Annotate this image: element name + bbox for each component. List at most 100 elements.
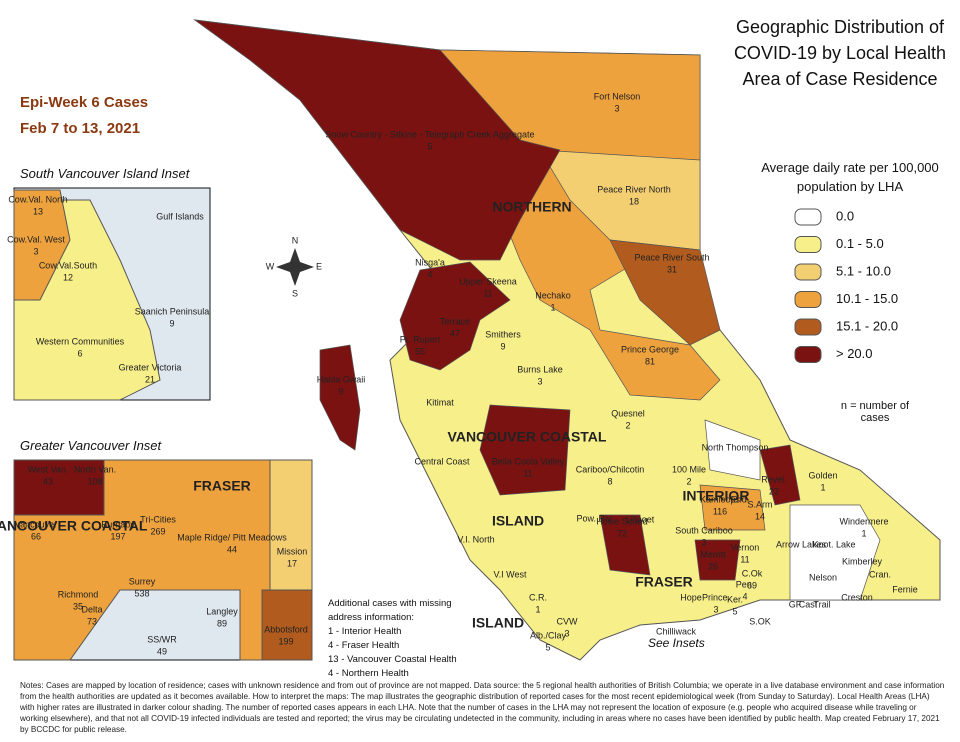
additional-line: 4 - Fraser Health bbox=[328, 640, 400, 651]
place-name: Pr. Rupert bbox=[400, 334, 441, 344]
place-name: Surrey bbox=[129, 576, 156, 586]
case-count: 5 bbox=[545, 642, 550, 652]
place-name: Ker. bbox=[727, 594, 743, 604]
additional-title: Additional cases with missing address in… bbox=[328, 598, 452, 623]
case-count: 18 bbox=[629, 196, 639, 206]
case-count: 197 bbox=[110, 531, 125, 541]
health-authority-label: FRASER bbox=[635, 574, 693, 590]
case-count: 11 bbox=[523, 468, 532, 478]
additional-line: 1 - Interior Health bbox=[328, 626, 402, 637]
subtitle: Epi-Week 6 Cases Feb 7 to 13, 2021 bbox=[20, 90, 148, 142]
inset-land bbox=[261, 589, 313, 661]
place-name: C.Ok bbox=[742, 568, 763, 578]
health-authority-label: VANCOUVER COASTAL bbox=[448, 429, 607, 445]
place-name: Greater Victoria bbox=[119, 362, 182, 372]
legend-label: 0.1 - 5.0 bbox=[836, 236, 884, 251]
title: Geographic Distribution of COVID-19 by L… bbox=[733, 17, 947, 89]
legend-swatch bbox=[794, 318, 822, 336]
health-authority-label: NORTHERN bbox=[492, 199, 571, 215]
place-name: Upper Skeena bbox=[459, 276, 517, 286]
region bbox=[694, 539, 741, 581]
place-name: V.I. North bbox=[457, 534, 494, 544]
case-count: 2 bbox=[686, 476, 691, 486]
region bbox=[759, 444, 801, 506]
compass-letter: S bbox=[292, 288, 298, 298]
case-count: 35 bbox=[73, 601, 83, 611]
case-count: 1 bbox=[535, 604, 540, 614]
region bbox=[789, 504, 881, 601]
notes: Notes: Cases are mapped by location of r… bbox=[20, 681, 945, 734]
legend-label: 0.0 bbox=[836, 208, 854, 223]
place-name: Alb./Clay bbox=[530, 630, 567, 640]
case-count: 14 bbox=[755, 511, 765, 521]
place-name: Kitimat bbox=[426, 397, 454, 407]
health-authority-label: VANCOUVER COASTAL bbox=[0, 518, 148, 534]
region bbox=[699, 484, 766, 531]
place-name: Vernon bbox=[731, 542, 760, 552]
place-name: Richmond bbox=[58, 589, 99, 599]
case-count: 116 bbox=[713, 506, 727, 516]
place-name: North Van. bbox=[74, 464, 116, 474]
legend-title: Average daily rate per 100,000 populatio… bbox=[761, 160, 939, 194]
additional-line: 4 - Northern Health bbox=[328, 668, 409, 679]
region bbox=[479, 404, 571, 496]
place-name: 100 Mile bbox=[672, 464, 706, 474]
case-count: 2 bbox=[625, 420, 630, 430]
case-count: 11 bbox=[740, 554, 749, 564]
place-name: Abbotsford bbox=[264, 624, 308, 634]
place-name: Snow Country - Stikine - Telegraph Creek… bbox=[326, 129, 535, 139]
additional-line: 13 - Vancouver Coastal Health bbox=[328, 654, 457, 665]
case-count: 9 bbox=[169, 318, 174, 328]
place-name: End. bbox=[731, 494, 750, 504]
legend-label: 10.1 - 15.0 bbox=[836, 291, 898, 306]
case-count: 5 bbox=[732, 606, 737, 616]
place-name: Koot. Lake bbox=[812, 539, 855, 549]
case-count: 72 bbox=[617, 528, 627, 538]
place-name: Merritt bbox=[700, 549, 726, 559]
case-count: 11 bbox=[483, 288, 492, 298]
case-count: 73 bbox=[87, 616, 97, 626]
case-count: 66 bbox=[31, 531, 41, 541]
place-name: Arrow Lakes bbox=[776, 539, 827, 549]
health-authority-label: FRASER bbox=[193, 478, 251, 494]
place-name: Terrace bbox=[440, 316, 470, 326]
place-name: Vancouver bbox=[15, 519, 57, 529]
place-name: Prince. bbox=[702, 592, 730, 602]
region bbox=[319, 344, 361, 451]
case-count: 538 bbox=[134, 588, 149, 598]
legend-swatch bbox=[794, 236, 822, 253]
inset-land bbox=[13, 459, 105, 516]
see-insets: See Insets bbox=[648, 636, 705, 650]
case-count: 17 bbox=[287, 558, 297, 568]
place-name: Nisga'a bbox=[415, 257, 445, 267]
place-name: Fernie bbox=[892, 584, 918, 594]
legend-label: > 20.0 bbox=[836, 346, 873, 361]
place-name: West Van. bbox=[28, 464, 69, 474]
place-name: Burns Lake bbox=[517, 364, 563, 374]
legend-swatch bbox=[794, 346, 822, 363]
case-count: 9 bbox=[500, 341, 505, 351]
place-name: Howe Sound bbox=[596, 516, 648, 526]
case-count: 89 bbox=[217, 618, 227, 628]
place-name: Smithers bbox=[485, 329, 521, 339]
inset-title: South Vancouver Island Inset bbox=[20, 166, 190, 181]
place-name: Chilliwack bbox=[656, 626, 697, 636]
place-name: Tri-Cities bbox=[140, 514, 176, 524]
place-name: Cran. bbox=[869, 569, 891, 579]
case-count: 1 bbox=[820, 482, 825, 492]
place-name: Nechako bbox=[535, 290, 571, 300]
case-count: 21 bbox=[145, 374, 155, 384]
health-authority-label: INTERIOR bbox=[683, 488, 750, 504]
case-count: 22 bbox=[769, 486, 779, 496]
compass-rose bbox=[276, 248, 314, 286]
place-name: Gulf Islands bbox=[156, 211, 204, 221]
case-count: 55 bbox=[415, 346, 425, 356]
place-name: Peace River North bbox=[597, 184, 671, 194]
place-name: Kimberley bbox=[842, 556, 883, 566]
region bbox=[599, 514, 651, 576]
place-name: Kamloops bbox=[700, 494, 741, 504]
case-count: 31 bbox=[667, 264, 677, 274]
place-name: Cow.Val. North bbox=[8, 194, 67, 204]
place-name: Prince George bbox=[621, 344, 679, 354]
